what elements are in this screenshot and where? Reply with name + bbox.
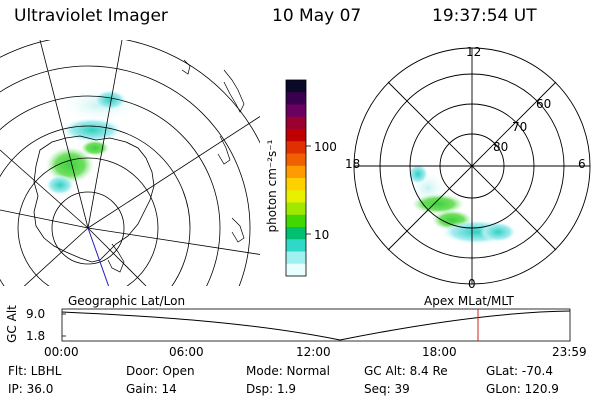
- info-gain: Gain: 14: [126, 382, 177, 396]
- x-tick-1200: 12:00: [296, 345, 331, 359]
- info-glat: GLat: -70.4: [486, 364, 553, 378]
- geographic-map: [0, 40, 260, 286]
- colorbar-unit-label: photon cm⁻²s⁻¹: [265, 139, 279, 233]
- colorbar-segment: [286, 116, 306, 130]
- colorbar: [286, 80, 306, 277]
- timeline-label-geographic: Geographic Lat/Lon: [68, 294, 186, 308]
- emission-region: [81, 140, 109, 156]
- timeline-axis-label: GC Alt: [5, 305, 19, 343]
- coastline: [223, 69, 245, 113]
- meridian-lines: [0, 40, 260, 286]
- colorbar-segment: [286, 129, 306, 142]
- coastline: [107, 243, 125, 273]
- mlt-label-6: 6: [578, 157, 586, 171]
- colorbar-segment: [286, 251, 306, 265]
- mlt-label-18: 18: [345, 157, 361, 171]
- coastline: [33, 135, 155, 263]
- polar-grid: [353, 47, 591, 285]
- coastline: [217, 135, 231, 165]
- altitude-curve: [61, 310, 571, 341]
- colorbar-segment: [286, 239, 306, 252]
- emission-region: [46, 147, 94, 183]
- emission-region: [408, 164, 428, 184]
- polar-plot: [408, 164, 516, 244]
- colorbar-segment: [286, 202, 306, 216]
- colorbar-segment: [286, 227, 306, 240]
- mlt-label-12: 12: [466, 45, 482, 59]
- lat-label-70: 70: [512, 120, 528, 134]
- y-tick-1-8: 1.8: [26, 329, 46, 343]
- emission-region: [46, 175, 74, 195]
- timeline-panel: [61, 308, 571, 342]
- emission-region: [480, 222, 516, 242]
- x-tick-0600: 06:00: [169, 345, 204, 359]
- colorbar-segment: [286, 153, 306, 167]
- colorbar-tick-100: 100: [314, 140, 337, 154]
- satellite-track: [87, 227, 110, 286]
- colorbar-segment: [286, 92, 306, 105]
- y-tick-9: 9.0: [26, 307, 46, 321]
- timeline-label-apex: Apex MLat/MLT: [424, 294, 514, 308]
- latitude-circles: [0, 40, 260, 286]
- info-gc-alt: GC Alt: 8.4 Re: [364, 364, 448, 378]
- info-mode: Mode: Normal: [246, 364, 330, 378]
- colorbar-tick-10: 10: [314, 228, 330, 242]
- colorbar-segment: [286, 141, 306, 154]
- info-filter: Flt: LBHL: [8, 364, 62, 378]
- colorbar-segment: [286, 178, 306, 191]
- mlt-label-0: 0: [468, 277, 476, 291]
- lat-label-60: 60: [536, 97, 552, 111]
- info-ip: IP: 36.0: [8, 382, 54, 396]
- info-door: Door: Open: [126, 364, 195, 378]
- coastline: [231, 217, 245, 243]
- date-label: 10 May 07: [272, 6, 362, 26]
- colorbar-segment: [286, 190, 306, 203]
- colorbar-frame: [285, 79, 307, 277]
- x-tick-1800: 18:00: [422, 345, 457, 359]
- time-label: 19:37:54 UT: [432, 6, 537, 26]
- colorbar-segment: [286, 80, 306, 93]
- info-dsp: Dsp: 1.9: [246, 382, 297, 396]
- x-tick-0000: 00:00: [44, 345, 79, 359]
- lat-label-80: 80: [493, 140, 509, 154]
- info-glon: GLon: 120.9: [486, 382, 559, 396]
- colorbar-segment: [286, 104, 306, 118]
- instrument-title: Ultraviolet Imager: [14, 6, 168, 26]
- x-tick-2359: 23:59: [552, 345, 587, 359]
- colorbar-segment: [286, 165, 306, 179]
- colorbar-segment: [286, 214, 306, 228]
- info-seq: Seq: 39: [364, 382, 410, 396]
- colorbar-segment: [286, 263, 306, 277]
- coastline: [181, 59, 191, 75]
- emission-region: [94, 90, 126, 110]
- emission-region: [412, 194, 464, 214]
